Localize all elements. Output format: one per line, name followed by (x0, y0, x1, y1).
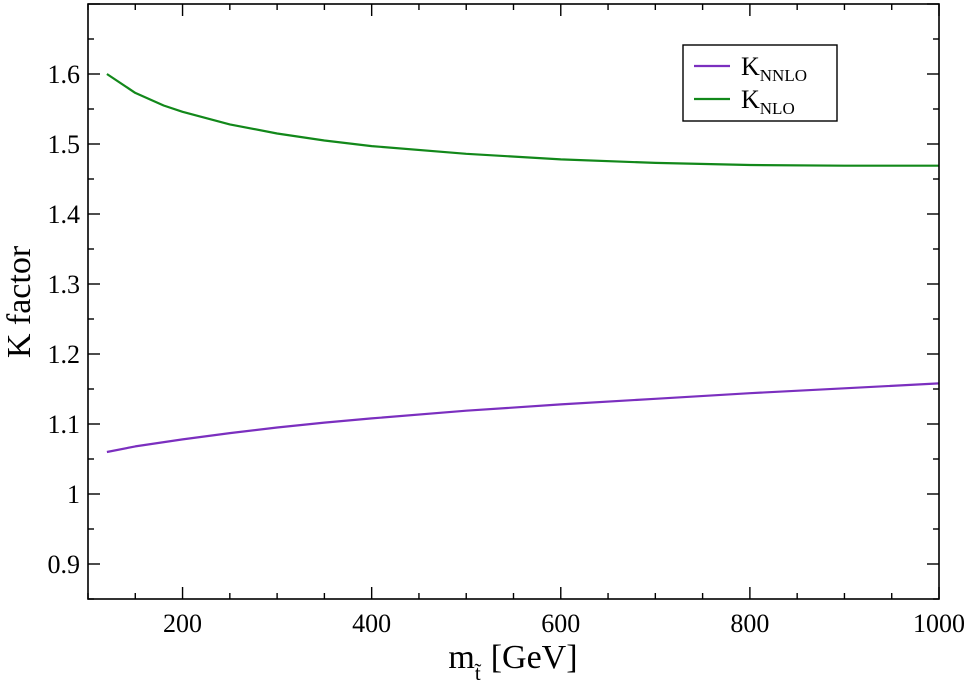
x-tick-label: 1000 (913, 609, 965, 638)
y-tick-label: 1.5 (48, 130, 81, 159)
y-tick-label: 1.4 (48, 200, 81, 229)
y-tick-label: 1 (67, 480, 80, 509)
legend-label-nlo: KNLO (741, 85, 795, 118)
x-tick-label: 400 (352, 609, 391, 638)
legend-label-nnlo: KNNLO (741, 52, 807, 85)
y-axis-title: K factor (1, 245, 38, 358)
x-axis-title-unit: [GeV] (491, 639, 578, 676)
y-tick-label: 1.3 (48, 270, 81, 299)
y-tick-label: 1.1 (48, 410, 81, 439)
x-tick-label: 800 (730, 609, 769, 638)
x-axis-title-sub: t̃ (474, 661, 481, 684)
x-tick-label: 200 (163, 609, 202, 638)
y-tick-label: 1.2 (48, 340, 81, 369)
series-line-nlo (106, 73, 939, 167)
legend-box (682, 44, 838, 122)
axis-ticks: 200 400 600 800 1000 0.9 1 1.1 1.2 1.3 1.4 1.5 1.6 (48, 3, 965, 638)
series-line-nnlo (106, 382, 940, 454)
y-tick-label: 1.6 (48, 60, 81, 89)
x-axis-title: mt̃ [GeV] (448, 639, 577, 684)
x-axis-title-main: m (448, 639, 474, 676)
plot-frame (87, 3, 940, 600)
x-tick-label: 600 (541, 609, 580, 638)
series-lines (106, 73, 940, 454)
y-tick-label: 0.9 (48, 550, 81, 579)
